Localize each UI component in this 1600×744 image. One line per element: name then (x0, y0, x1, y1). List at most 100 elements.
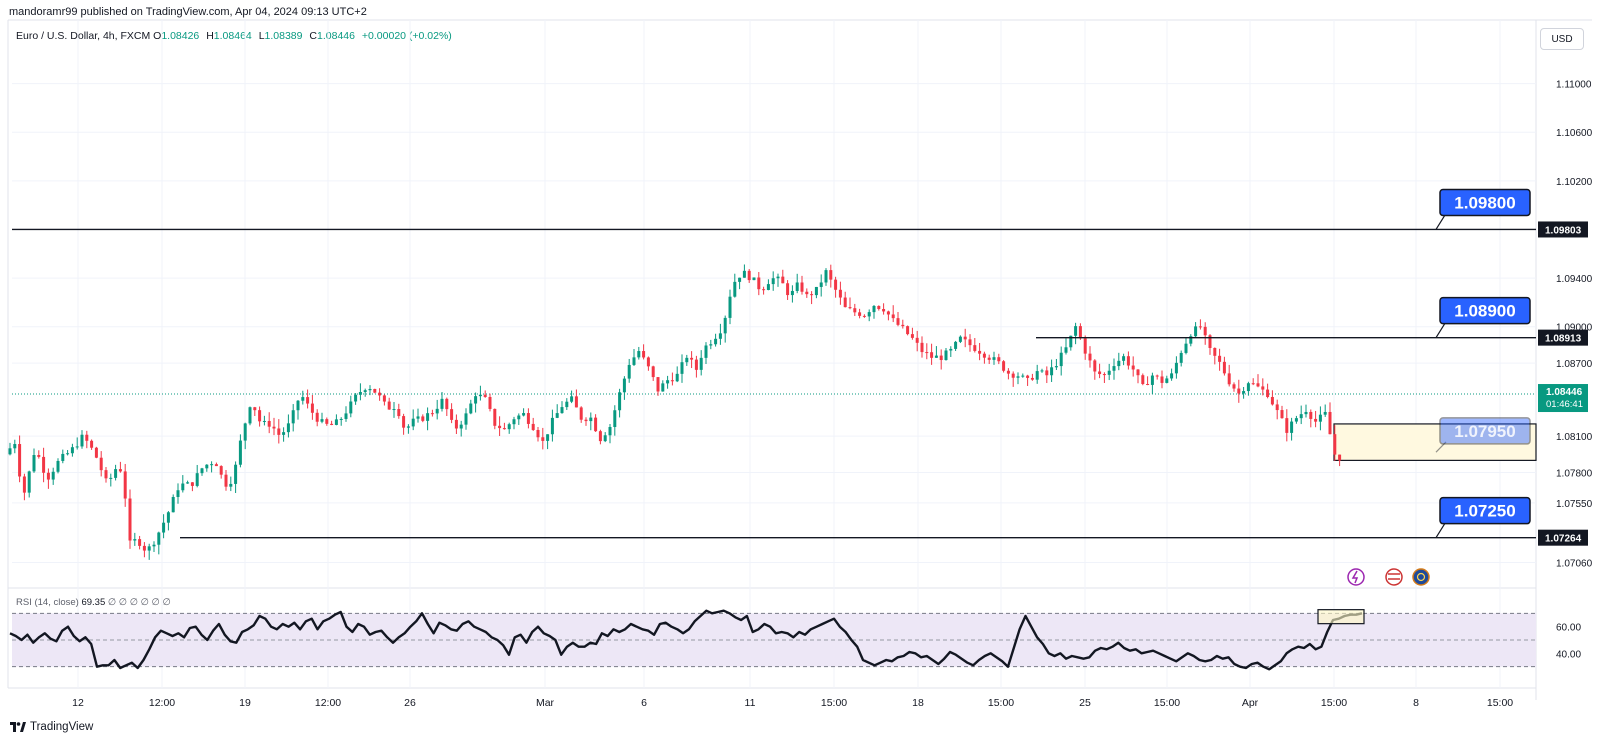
candle-up (632, 357, 636, 365)
candle-up (1294, 418, 1298, 422)
candle-down (387, 401, 391, 410)
currency-button[interactable]: USD (1540, 28, 1584, 50)
candle-down (882, 309, 886, 312)
candle-down (829, 270, 833, 280)
candle-down (1266, 389, 1270, 397)
candle-up (1107, 370, 1111, 375)
candle-down (1314, 418, 1318, 422)
candle-down (142, 545, 146, 551)
candle-up (205, 464, 209, 469)
candle-up (13, 444, 17, 449)
candle-down (310, 403, 314, 413)
candle-up (814, 286, 818, 296)
candle-up (954, 341, 958, 349)
candle-up (622, 378, 626, 393)
rsi-title: RSI (14, close) (16, 597, 79, 608)
lightning-icon[interactable] (1347, 568, 1365, 586)
candle-up (661, 383, 665, 392)
candle-down (483, 394, 487, 397)
candle-up (344, 413, 348, 419)
time-tick-label: 15:00 (988, 697, 1014, 709)
candle-up (1170, 373, 1174, 379)
candle-up (637, 351, 641, 358)
level-lines[interactable]: 1.09803 1.09800 1.08913 1.08900 1.07950 1.072… (12, 188, 1588, 546)
candle-down (1078, 326, 1082, 339)
price-tick-label: 1.08700 (1556, 359, 1593, 370)
candle-down (901, 324, 905, 327)
candle-down (37, 455, 41, 457)
candle-up (195, 473, 199, 486)
candle-up (934, 355, 938, 358)
candle-up (680, 362, 684, 374)
candle-up (51, 471, 55, 480)
last-price-label: 1.08446 (1546, 387, 1583, 398)
price-tick-label: 1.10200 (1556, 177, 1593, 188)
candle-up (166, 512, 170, 523)
candle-up (210, 464, 214, 466)
candle-down (853, 308, 857, 313)
candle-down (963, 336, 967, 340)
level-callout-label: 1.07950 (1454, 422, 1515, 441)
candle-up (1112, 366, 1116, 371)
time-tick-label: 6 (641, 697, 647, 709)
candle-up (555, 413, 559, 418)
candle-down (373, 388, 377, 393)
candle-up (867, 312, 871, 317)
time-tick-label: Apr (1242, 697, 1259, 709)
candle-down (1030, 377, 1034, 380)
candle-up (944, 350, 948, 361)
candle-down (848, 307, 852, 309)
candle-down (997, 357, 1001, 362)
candle-down (123, 471, 127, 499)
symbol-legend[interactable]: Euro / U.S. Dollar, 4h, FXCM O1.08426 H1… (16, 30, 456, 42)
brand-footer[interactable]: TradingView (10, 721, 93, 733)
candle-up (1174, 362, 1178, 374)
candle-down (99, 457, 103, 471)
candle-down (382, 395, 386, 402)
candle-down (454, 419, 458, 429)
rsi-value: 69.35 (81, 597, 106, 608)
candle-down (1136, 369, 1140, 376)
candle-down (598, 431, 602, 442)
candle-down (694, 359, 698, 370)
level-axis-badge (1538, 329, 1588, 346)
candle-down (584, 419, 588, 422)
tradingview-logo-icon (10, 722, 26, 732)
candle-down (541, 437, 545, 441)
candle-up (1189, 336, 1193, 344)
candle-down (781, 276, 785, 284)
price-tick-label: 1.08100 (1556, 432, 1593, 443)
candle-up (824, 270, 828, 283)
candle-down (18, 444, 22, 477)
candle-up (238, 440, 242, 465)
candle-up (186, 482, 190, 484)
level-callout-label: 1.08900 (1454, 302, 1515, 321)
candle-down (886, 311, 890, 315)
eu-flag-icon[interactable] (1412, 568, 1430, 586)
candle-down (488, 396, 492, 409)
candle-down (128, 498, 132, 541)
candle-down (1198, 326, 1202, 328)
candle-up (949, 348, 953, 351)
candle-up (1323, 411, 1327, 415)
candle-up (200, 468, 204, 474)
candle-down (1141, 375, 1145, 385)
time-axis-ticks: 12 12:00 19 12:00 26 Mar 6 11 15:00 18 15:00 25 15:0… (72, 697, 1513, 709)
us-flag-icon[interactable] (1385, 568, 1403, 586)
candle-down (1218, 355, 1222, 362)
change-value: +0.00020 (+0.02%) (361, 30, 452, 42)
time-tick-label: 15:00 (1321, 697, 1347, 709)
candle-up (229, 483, 233, 487)
candle-up (70, 447, 74, 454)
candle-up (1304, 411, 1308, 415)
candle-up (363, 390, 367, 393)
candle-down (1011, 373, 1015, 378)
events-row[interactable] (1347, 568, 1430, 586)
candle-up (608, 426, 612, 436)
rsi-line (9, 609, 1363, 671)
rsi-legend[interactable]: RSI (14, close) 69.35 ∅ ∅ ∅ ∅ ∅ ∅ (16, 597, 171, 608)
level-axis-label: 1.09803 (1545, 225, 1582, 236)
candle-up (334, 419, 338, 425)
candle-down (46, 472, 50, 480)
